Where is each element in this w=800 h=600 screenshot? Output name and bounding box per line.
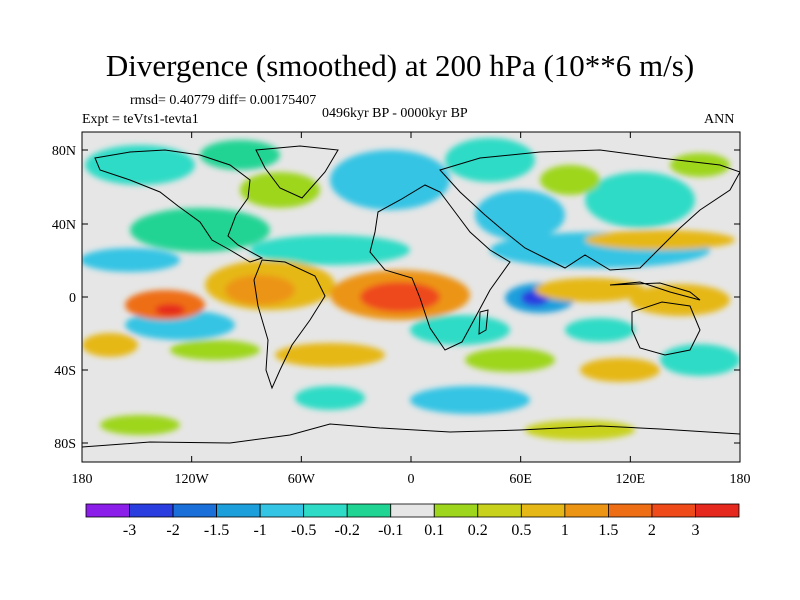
colorbar-swatch — [520, 503, 566, 518]
experiment-label: Expt = teVts1-tevta1 — [82, 112, 199, 127]
colorbar-label: -0.2 — [335, 522, 360, 539]
colorbar-label: 0.5 — [511, 522, 531, 539]
greenland-coast — [255, 145, 339, 199]
colorbar-label: -3 — [123, 522, 136, 539]
colorbar-label: 2 — [648, 522, 656, 539]
madagascar-coast — [478, 309, 489, 335]
colorbar-swatch — [651, 503, 696, 518]
lon-label: 120E — [616, 472, 646, 487]
lat-label: 80N — [52, 144, 76, 159]
lon-label: 180 — [730, 472, 751, 487]
australia-coast — [631, 301, 701, 356]
colorbar-label: -0.5 — [291, 522, 316, 539]
indonesia-coast — [609, 281, 701, 301]
lat-label: 40N — [52, 218, 76, 233]
colorbar-swatch — [303, 503, 348, 518]
antarctica-coast — [82, 423, 740, 448]
colorbar-label: -0.1 — [378, 522, 403, 539]
colorbar-label: -1.5 — [204, 522, 229, 539]
colorbar-swatch — [477, 503, 522, 518]
colorbar-swatch — [216, 503, 261, 518]
north-america-coast — [94, 149, 264, 263]
colorbar-label: 0.1 — [424, 522, 444, 539]
coastlines — [82, 145, 740, 448]
lon-label: 180 — [72, 472, 93, 487]
asia-coast — [439, 149, 740, 271]
plot-title: Divergence (smoothed) at 200 hPa (10**6 … — [105, 48, 695, 83]
colorbar: -3 -2 -1.5 -1 -0.5 -0.2 -0.1 0.1 0.2 0.5 1 1.5 2 3 — [85, 503, 740, 539]
colorbar-swatch — [346, 503, 392, 518]
south-america-coast — [253, 259, 326, 390]
colorbar-label: 1 — [561, 522, 569, 539]
colorbar-label: 3 — [691, 522, 699, 539]
colorbar-swatch — [390, 503, 435, 518]
period-label: 0496kyr BP - 0000kyr BP — [322, 106, 468, 121]
season-label: ANN — [704, 112, 735, 127]
colorbar-swatch — [695, 503, 740, 518]
lon-label: 120W — [175, 472, 210, 487]
colorbar-label: -1 — [253, 522, 266, 539]
lat-label: 0 — [69, 291, 76, 306]
colorbar-swatch — [172, 503, 217, 518]
colorbar-swatch — [85, 503, 130, 518]
colorbar-label: 1.5 — [598, 522, 618, 539]
axis-ticks: 80N 40N 0 40S 80S 180 120W 60W 0 60E 120E 180 — [52, 132, 751, 487]
lon-label: 60E — [509, 472, 532, 487]
stats-text: rmsd= 0.40779 diff= 0.00175407 — [130, 93, 317, 108]
colorbar-label: -2 — [166, 522, 179, 539]
lat-label: 80S — [54, 437, 76, 452]
colorbar-swatch — [608, 503, 653, 518]
colorbar-swatch — [433, 503, 479, 518]
lat-label: 40S — [54, 364, 76, 379]
lon-label: 60W — [288, 472, 316, 487]
colorbar-swatch — [129, 503, 174, 518]
colorbar-swatch — [259, 503, 305, 518]
lon-label: 0 — [408, 472, 415, 487]
colorbar-label: 0.2 — [468, 522, 488, 539]
europe-africa-coast — [369, 184, 511, 351]
colorbar-swatch — [564, 503, 609, 518]
